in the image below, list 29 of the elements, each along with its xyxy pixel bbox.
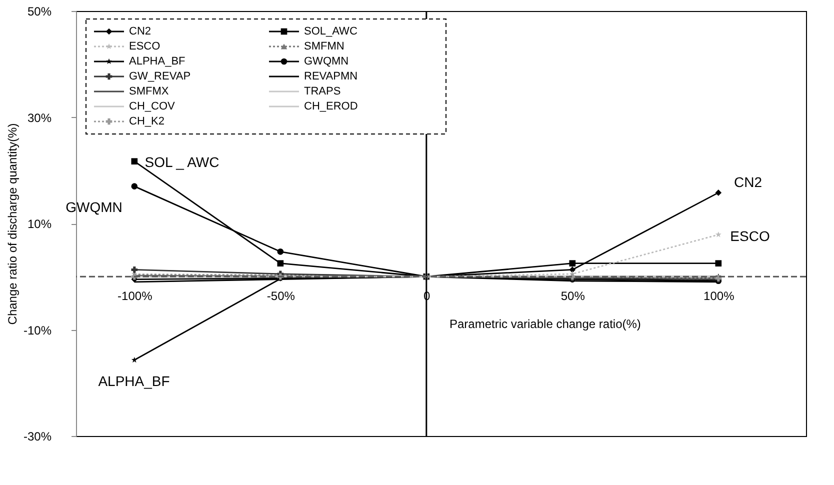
x-tick-label: 100% [704,289,735,304]
annotation: ESCO [730,228,770,244]
legend-label: REVAPMN [304,70,358,82]
x-tick-label: -50% [266,289,296,304]
legend-label: SOL_AWC [304,26,358,38]
legend-label: ESCO [129,40,161,52]
legend-label: CH_COV [129,100,176,112]
legend-label: TRAPS [304,86,341,98]
annotation: SOL _ AWC [144,154,220,170]
y-tick-label: 50% [27,4,52,18]
y-axis-title: Change ratio of discharge quantity(%) [5,123,20,325]
legend-label: CN2 [129,26,152,38]
legend-label: CH_K2 [129,116,164,128]
legend-label: SMFMX [129,86,170,98]
legend-label: GW_REVAP [129,70,191,82]
legend-label: CH_EROD [304,100,358,112]
annotation: CN2 [734,174,762,190]
y-tick-label: -30% [23,430,52,444]
y-tick-label: 30% [27,110,52,125]
legend-label: GWQMN [304,56,349,68]
x-tick-label: -100% [118,289,153,304]
y-tick-label: 10% [27,217,52,231]
legend-label: SMFMN [304,40,344,52]
annotation: GWQMN [66,199,122,215]
x-tick-label: 50% [560,289,586,304]
y-tick-label: -10% [23,323,52,338]
annotation: ALPHA_BF [98,373,170,389]
x-axis-title: Parametric variable change ratio(%) [450,317,641,332]
legend-label: ALPHA_BF [129,56,186,68]
